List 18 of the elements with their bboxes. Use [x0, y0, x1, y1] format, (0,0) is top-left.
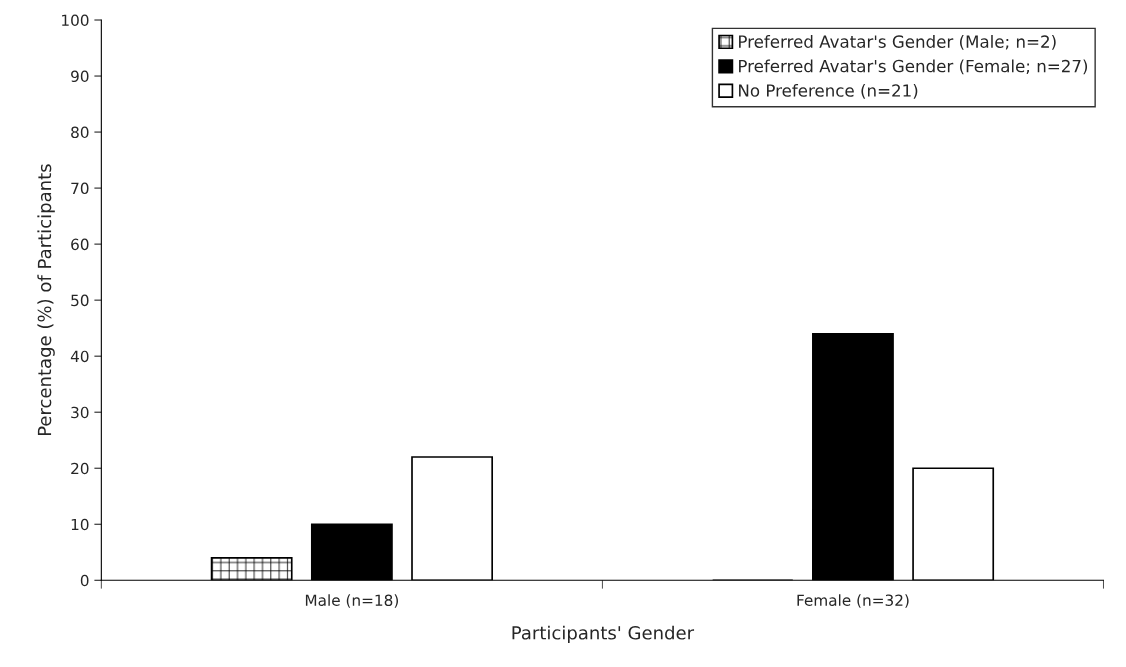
y-axis-title: Percentage (%) of Participants — [37, 164, 55, 436]
y-tick-label: 60 — [71, 238, 89, 251]
x-tick-label: Female (n=32) — [797, 594, 909, 608]
y-tick-label: 70 — [71, 182, 89, 195]
y-tick-label: 20 — [71, 462, 89, 475]
legend-label: Preferred Avatar's Gender (Male; n=2) — [739, 35, 1056, 50]
x-axis-title: Participants' Gender — [512, 625, 695, 644]
y-tick-label: 90 — [71, 70, 89, 83]
legend-label: No Preference (n=21) — [739, 83, 918, 99]
y-tick-label: 30 — [71, 406, 89, 419]
y-tick-label: 0 — [80, 574, 89, 587]
y-tick-label: 100 — [62, 14, 89, 27]
legend-label: Preferred Avatar's Gender (Female; n=27) — [739, 59, 1088, 75]
y-tick-label: 80 — [71, 126, 89, 139]
y-tick-label: 50 — [71, 294, 89, 307]
y-tick-label: 10 — [71, 518, 89, 531]
y-tick-label: 40 — [70, 350, 89, 363]
x-tick-label: Male (n=18) — [305, 594, 399, 608]
